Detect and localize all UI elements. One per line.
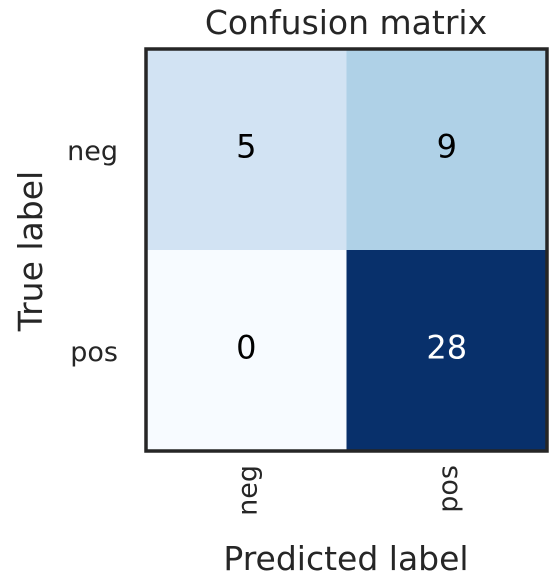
y-tick-label-pos: pos [70,337,118,368]
cell-value-label-pos-neg: 0 [236,329,256,367]
y-axis-label: True label [11,171,50,332]
heatmap-cell-pos-neg [146,250,347,452]
y-tick-label-neg: neg [67,136,118,167]
cell-value-label-pos-pos: 28 [426,329,467,367]
plot-frame [144,47,549,453]
heatmap-cell-pos-pos [346,250,548,452]
heatmap-cell-neg-pos [346,49,548,251]
cell-value-label-neg-neg: 5 [236,128,256,166]
x-tick-marks: neg pos [232,465,464,516]
y-tick-marks: neg pos [67,136,118,368]
chart-title: Confusion matrix [205,3,487,42]
cell-value-label-neg-pos: 9 [437,128,457,166]
x-tick-label-pos: pos [433,465,464,513]
heatmap-cell-neg-neg [146,49,347,251]
x-axis-label: Predicted label [223,539,468,578]
heatmap-cells: 5 9 0 28 [146,49,548,452]
x-tick-label-neg: neg [232,465,263,516]
